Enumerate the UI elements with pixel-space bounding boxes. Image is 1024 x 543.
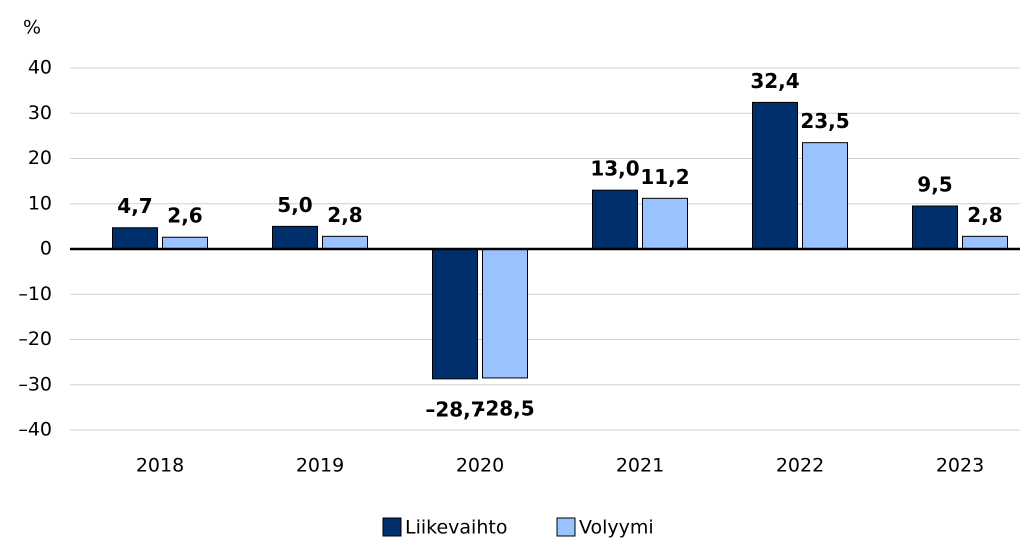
bar (482, 248, 528, 379)
x-tick-label: 2019 (296, 455, 344, 477)
bar (162, 236, 208, 250)
x-tick-label: 2018 (136, 455, 184, 477)
legend-label: Liikevaihto (405, 517, 507, 539)
y-tick-label: 10 (28, 192, 52, 214)
bar (432, 248, 478, 380)
bar (962, 235, 1008, 250)
legend-swatch (556, 517, 576, 537)
data-label: 9,5 (917, 173, 952, 197)
bar (802, 142, 848, 250)
data-label: 5,0 (277, 193, 312, 217)
y-tick-label: 20 (28, 147, 52, 169)
y-tick-label: –10 (18, 283, 52, 305)
y-tick-label: 40 (28, 57, 52, 79)
bar (322, 235, 368, 250)
bar (592, 189, 638, 250)
legend-label: Volyymi (579, 517, 654, 539)
data-label: 11,2 (640, 165, 689, 189)
data-label: 23,5 (800, 109, 849, 133)
data-label: 32,4 (750, 69, 799, 93)
bar (642, 197, 688, 250)
y-axis-label: % (23, 17, 41, 39)
data-label: –28,5 (475, 396, 534, 420)
data-label: 4,7 (117, 194, 152, 218)
bar (752, 101, 798, 250)
y-tick-label: –30 (18, 373, 52, 395)
data-label: 2,6 (167, 204, 202, 228)
y-tick-label: 30 (28, 102, 52, 124)
data-label: 2,8 (327, 203, 362, 227)
x-tick-label: 2021 (616, 455, 664, 477)
y-tick-label: –40 (18, 419, 52, 441)
x-tick-label: 2020 (456, 455, 504, 477)
y-tick-label: 0 (40, 238, 52, 260)
x-tick-label: 2022 (776, 455, 824, 477)
data-label: 13,0 (590, 157, 639, 181)
legend-swatch (382, 517, 402, 537)
y-tick-label: –20 (18, 328, 52, 350)
bar (912, 205, 958, 250)
data-label: –28,7 (425, 397, 484, 421)
bar (272, 225, 318, 250)
x-tick-label: 2023 (936, 455, 984, 477)
data-label: 2,8 (967, 203, 1002, 227)
bar (112, 227, 158, 250)
